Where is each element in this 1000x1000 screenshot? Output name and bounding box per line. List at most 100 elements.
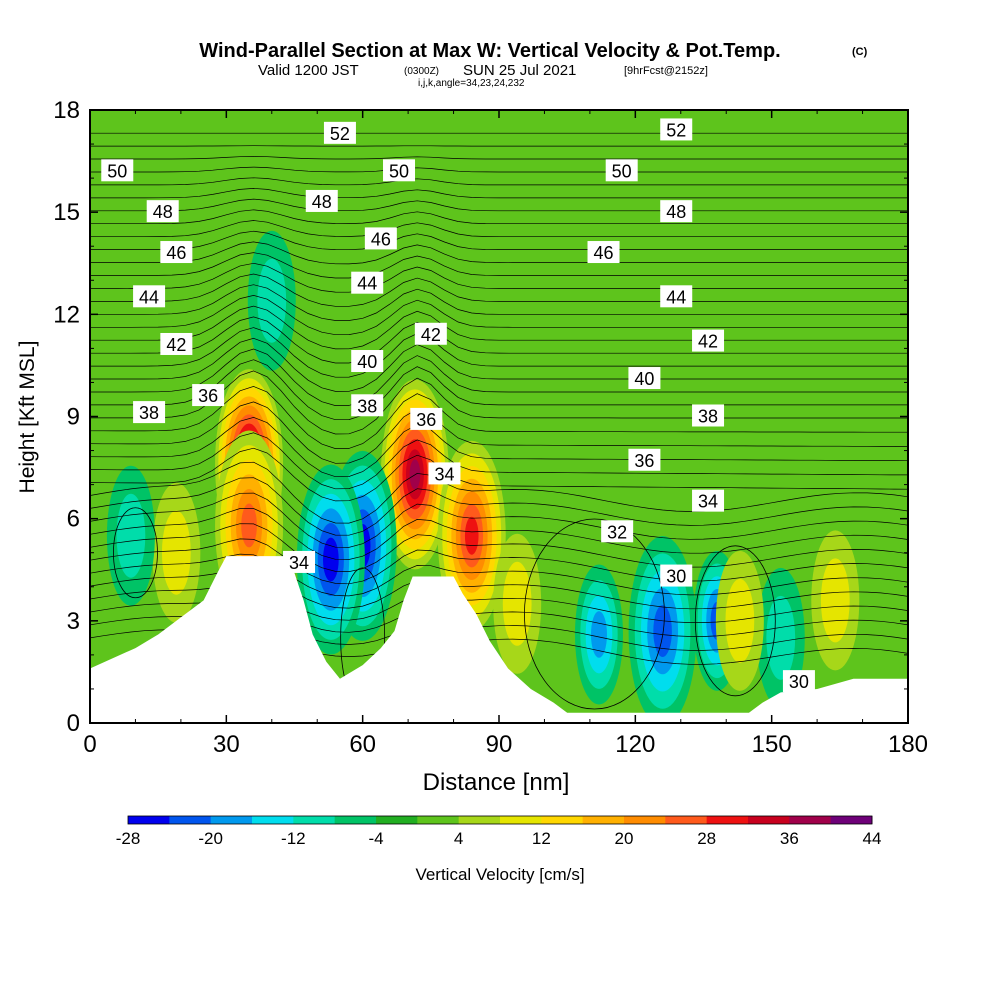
velocity-level [766, 595, 796, 680]
contour-label-text: 34 [434, 464, 454, 484]
theta-contour [90, 230, 908, 251]
contour-label-box [601, 520, 634, 543]
colorbar-swatch [252, 816, 294, 824]
contour-label-box [133, 401, 166, 424]
contour-label: 36 [628, 448, 661, 471]
contour-label: 48 [660, 200, 693, 223]
y-tick-label: 9 [67, 404, 80, 431]
theta-contour [90, 262, 908, 293]
colorbar-frame [127, 815, 873, 825]
contour-label: 36 [410, 407, 443, 430]
colorbar-tick-label: -12 [281, 829, 306, 848]
contour-label-text: 38 [357, 396, 377, 416]
contour-label: 38 [351, 394, 384, 417]
contour-label-box [133, 285, 166, 308]
contour-label-box [160, 332, 193, 355]
contour-label-box [428, 462, 461, 485]
velocity-level [161, 510, 191, 595]
contour-label: 44 [133, 285, 166, 308]
contour-label-box [587, 241, 620, 264]
colorbar-swatch [376, 816, 418, 824]
contour-label-box [410, 407, 443, 430]
contour-label: 40 [628, 367, 661, 390]
contour-label: 50 [605, 159, 638, 182]
theta-contour [90, 273, 908, 307]
contour-label-box [364, 227, 397, 250]
y-tick-label: 12 [53, 301, 80, 328]
velocity-level [257, 258, 287, 343]
contour-label: 42 [414, 322, 447, 345]
contour-label-text: 50 [107, 161, 127, 181]
theta-contour [90, 166, 908, 173]
velocity-cell [715, 550, 764, 691]
velocity-level [323, 537, 339, 582]
contour-label: 48 [146, 200, 179, 223]
colorbar-swatch [706, 816, 749, 824]
contour-label: 32 [601, 520, 634, 543]
contour-label-box [660, 285, 693, 308]
valid-date: SUN 25 Jul 2021 [463, 62, 576, 79]
y-tick-label: 3 [67, 608, 80, 635]
colorbar-swatch [210, 816, 253, 824]
contour-label-box [605, 159, 638, 182]
plot-area: 50 48 46 44 42 38 36 52 48 50 46 44 40 38 42 36 34 34 52 50… [90, 110, 908, 723]
contour-label-box [101, 159, 134, 182]
theta-contour [90, 401, 908, 464]
contour-label-text: 34 [289, 553, 309, 573]
theta-contour [90, 220, 908, 238]
contour-label-box [160, 241, 193, 264]
velocity-level [725, 578, 755, 663]
velocity-level [820, 558, 850, 643]
contour-label-box [351, 350, 384, 373]
contour-label: 46 [364, 227, 397, 250]
theta-contour [90, 417, 908, 478]
contour-label-text: 36 [634, 451, 654, 471]
velocity-cell [247, 230, 296, 371]
contour-label-text: 30 [666, 567, 686, 587]
colorbar-swatch [334, 816, 377, 824]
contour-label-box [383, 159, 416, 182]
colorbar-swatch [500, 816, 542, 824]
contour-label: 44 [660, 285, 693, 308]
colorbar-tick-label: 36 [780, 829, 799, 848]
colorbar-tick-label: -28 [116, 829, 141, 848]
colorbar-swatch [417, 816, 460, 824]
theta-contour [90, 432, 908, 490]
contour-label-text: 48 [312, 192, 332, 212]
theta-contour [90, 188, 908, 199]
valid-utc: (0300Z) [404, 66, 439, 77]
x-tick-label: 60 [349, 731, 376, 758]
colorbar-swatch [624, 816, 666, 824]
contour-label: 46 [160, 241, 193, 264]
velocity-cell [493, 533, 542, 674]
contour-label-box [351, 271, 384, 294]
contour-label-text: 50 [389, 161, 409, 181]
velocity-level [116, 493, 146, 578]
contour-label-box [692, 404, 725, 427]
theta-contour [90, 508, 908, 560]
contour-label: 50 [383, 159, 416, 182]
contour-label-text: 32 [607, 522, 627, 542]
velocity-level [653, 605, 672, 657]
theta-contour [90, 370, 908, 435]
velocity-cell [106, 465, 155, 606]
y-tick-label: 0 [67, 710, 80, 737]
colorbar-tick-label: -4 [368, 829, 383, 848]
colorbar-swatch [830, 816, 873, 824]
chart-title: Wind-Parallel Section at Max W: Vertical… [199, 40, 780, 62]
colorbar-swatch [665, 816, 708, 824]
theta-contour [90, 177, 908, 186]
colorbar-swatch [789, 816, 832, 824]
velocity-level [590, 611, 607, 658]
contour-label: 34 [692, 489, 725, 512]
x-tick-label: 90 [486, 731, 513, 758]
contour-label: 42 [692, 329, 725, 352]
forecast-info: [9hrFcst@2152z] [624, 65, 708, 77]
velocity-cell [296, 464, 365, 655]
theta-contour [90, 241, 908, 265]
contour-label-box [692, 329, 725, 352]
contour-label: 34 [283, 550, 316, 573]
theta-contour [90, 348, 908, 406]
